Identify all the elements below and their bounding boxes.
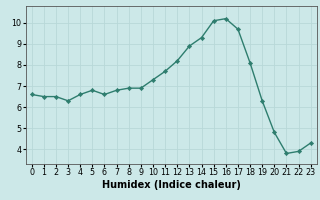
X-axis label: Humidex (Indice chaleur): Humidex (Indice chaleur) [102, 180, 241, 190]
